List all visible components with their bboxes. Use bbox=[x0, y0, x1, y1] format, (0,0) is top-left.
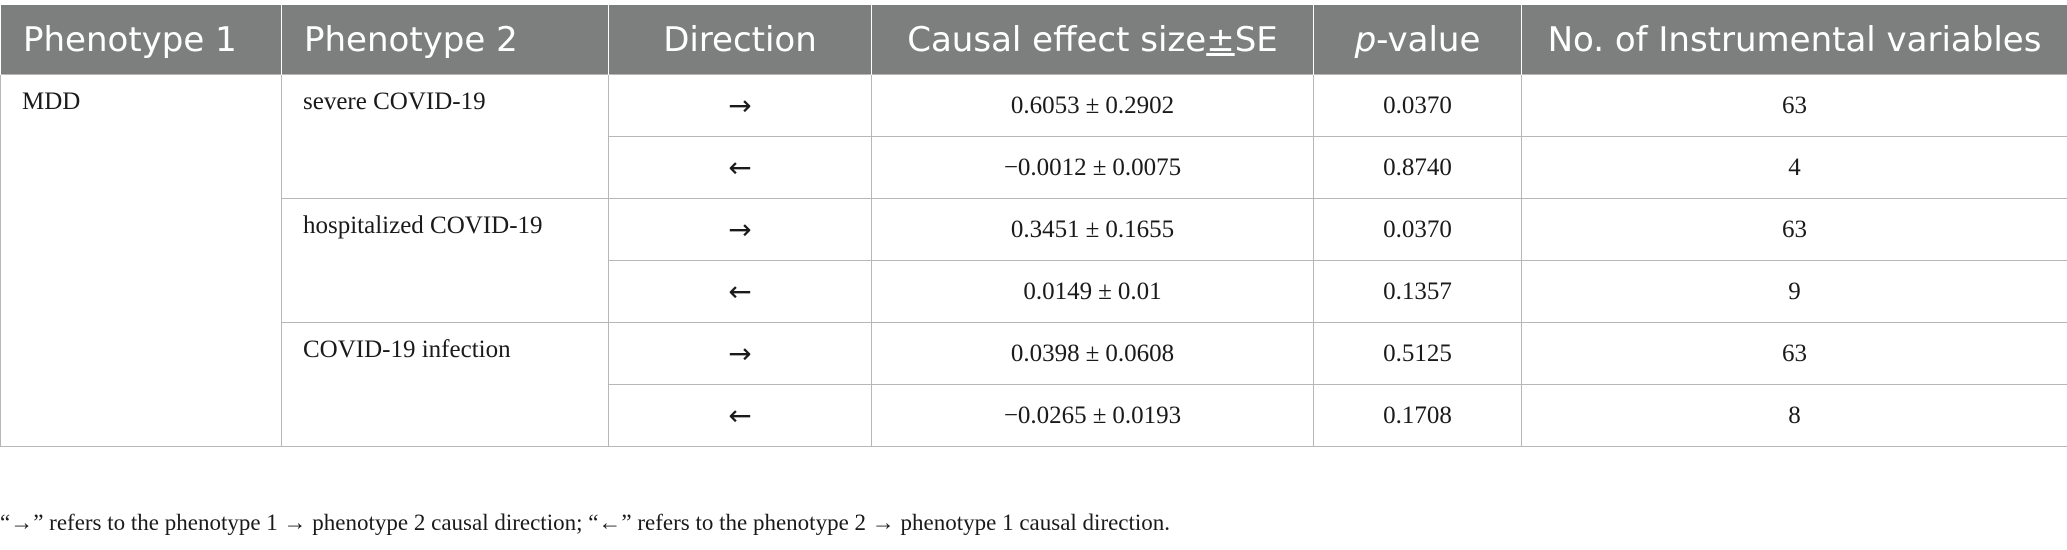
table-header: Phenotype 1 Phenotype 2 Direction Causal… bbox=[0, 5, 2067, 75]
se-value: 0.01 bbox=[1117, 277, 1162, 305]
effect-cell: 0.3451 ±0.1655 bbox=[871, 198, 1314, 261]
plus-minus: ± bbox=[1092, 401, 1107, 429]
header-se-label: SE bbox=[1234, 19, 1278, 60]
plus-minus: ± bbox=[1092, 153, 1107, 181]
header-causal-effect-label: Causal effect size bbox=[907, 19, 1207, 60]
direction-cell: → bbox=[608, 322, 872, 385]
iv-count-cell: 63 bbox=[1521, 322, 2067, 385]
effect-cell: 0.0149 ±0.01 bbox=[871, 260, 1314, 323]
header-phenotype-1: Phenotype 1 bbox=[0, 5, 282, 75]
direction-cell: → bbox=[608, 74, 872, 137]
effect-value: 0.6053 bbox=[1010, 91, 1080, 119]
table-row: MDD severe COVID-19 → 0.6053 ±0.2902 0.03… bbox=[0, 74, 2067, 447]
effect-value: 0.0398 bbox=[1010, 339, 1080, 367]
header-p-value: p-value bbox=[1313, 5, 1522, 75]
header-instrumental-variables: No. of Instrumental variables bbox=[1521, 5, 2067, 75]
header-p-suffix: -value bbox=[1376, 19, 1481, 60]
header-causal-effect: Causal effect size±SE bbox=[871, 5, 1314, 75]
se-value: 0.0075 bbox=[1112, 153, 1182, 181]
plus-minus: ± bbox=[1085, 215, 1100, 243]
se-value: 0.0608 bbox=[1105, 339, 1175, 367]
header-row: Phenotype 1 Phenotype 2 Direction Causal… bbox=[0, 5, 2067, 75]
table-row: ← −0.0012 ±0.0075 0.8740 4 bbox=[1, 136, 2067, 199]
p-value-cell: 0.5125 bbox=[1313, 322, 1522, 385]
effect-value: 0.0149 bbox=[1023, 277, 1093, 305]
table-footnote: “→” refers to the phenotype 1 → phenotyp… bbox=[0, 510, 1171, 535]
phenotype-1-cell: MDD bbox=[0, 74, 282, 447]
iv-count-cell: 63 bbox=[1521, 198, 2067, 261]
header-p-italic: p bbox=[1354, 19, 1377, 60]
table-body: MDD severe COVID-19 → 0.6053 ±0.2902 0.03… bbox=[0, 74, 2067, 447]
plus-minus: ± bbox=[1085, 339, 1100, 367]
effect-cell: 0.0398 ±0.0608 bbox=[871, 322, 1314, 385]
iv-count-cell: 63 bbox=[1521, 74, 2067, 137]
direction-cell: ← bbox=[608, 384, 872, 447]
plus-minus: ± bbox=[1098, 277, 1112, 305]
effect-cell: −0.0012 ±0.0075 bbox=[871, 136, 1314, 199]
header-direction: Direction bbox=[608, 5, 872, 75]
direction-cell: ← bbox=[608, 260, 872, 323]
p-value-cell: 0.0370 bbox=[1313, 74, 1522, 137]
direction-cell: ← bbox=[608, 136, 872, 199]
p-value-cell: 0.8740 bbox=[1313, 136, 1522, 199]
phenotype-2-cell: COVID-19 infection bbox=[281, 322, 609, 447]
table-row: hospitalized COVID-19 → 0.3451 ±0.1655 0.… bbox=[1, 198, 2067, 323]
se-value: 0.0193 bbox=[1112, 401, 1182, 429]
plus-minus: ± bbox=[1085, 91, 1100, 119]
p-value-cell: 0.0370 bbox=[1313, 198, 1522, 261]
se-value: 0.2902 bbox=[1105, 91, 1175, 119]
p-value-cell: 0.1708 bbox=[1313, 384, 1522, 447]
se-value: 0.1655 bbox=[1105, 215, 1175, 243]
effect-value: 0.3451 bbox=[1010, 215, 1080, 243]
iv-count-cell: 9 bbox=[1521, 260, 2067, 323]
effect-cell: 0.6053 ±0.2902 bbox=[871, 74, 1314, 137]
header-phenotype-2: Phenotype 2 bbox=[281, 5, 609, 75]
header-plus-minus: ± bbox=[1206, 19, 1235, 60]
effect-cell: −0.0265 ±0.0193 bbox=[871, 384, 1314, 447]
results-table-container: Phenotype 1 Phenotype 2 Direction Causal… bbox=[0, 5, 2067, 447]
iv-count-cell: 4 bbox=[1521, 136, 2067, 199]
phenotype-2-cell: severe COVID-19 bbox=[281, 74, 609, 199]
effect-value: −0.0265 bbox=[1003, 401, 1087, 429]
iv-count-cell: 8 bbox=[1521, 384, 2067, 447]
effect-value: −0.0012 bbox=[1003, 153, 1087, 181]
table-row: ← −0.0265 ±0.0193 0.1708 8 bbox=[1, 384, 2067, 447]
table-row: COVID-19 infection → 0.0398 ±0.0608 0.512… bbox=[1, 322, 2067, 447]
table-row: ← 0.0149 ±0.01 0.1357 9 bbox=[1, 260, 2067, 323]
phenotype-2-cell: hospitalized COVID-19 bbox=[281, 198, 609, 323]
p-value-cell: 0.1357 bbox=[1313, 260, 1522, 323]
mendelian-randomization-table: Phenotype 1 Phenotype 2 Direction Causal… bbox=[0, 5, 2067, 447]
direction-cell: → bbox=[608, 198, 872, 261]
